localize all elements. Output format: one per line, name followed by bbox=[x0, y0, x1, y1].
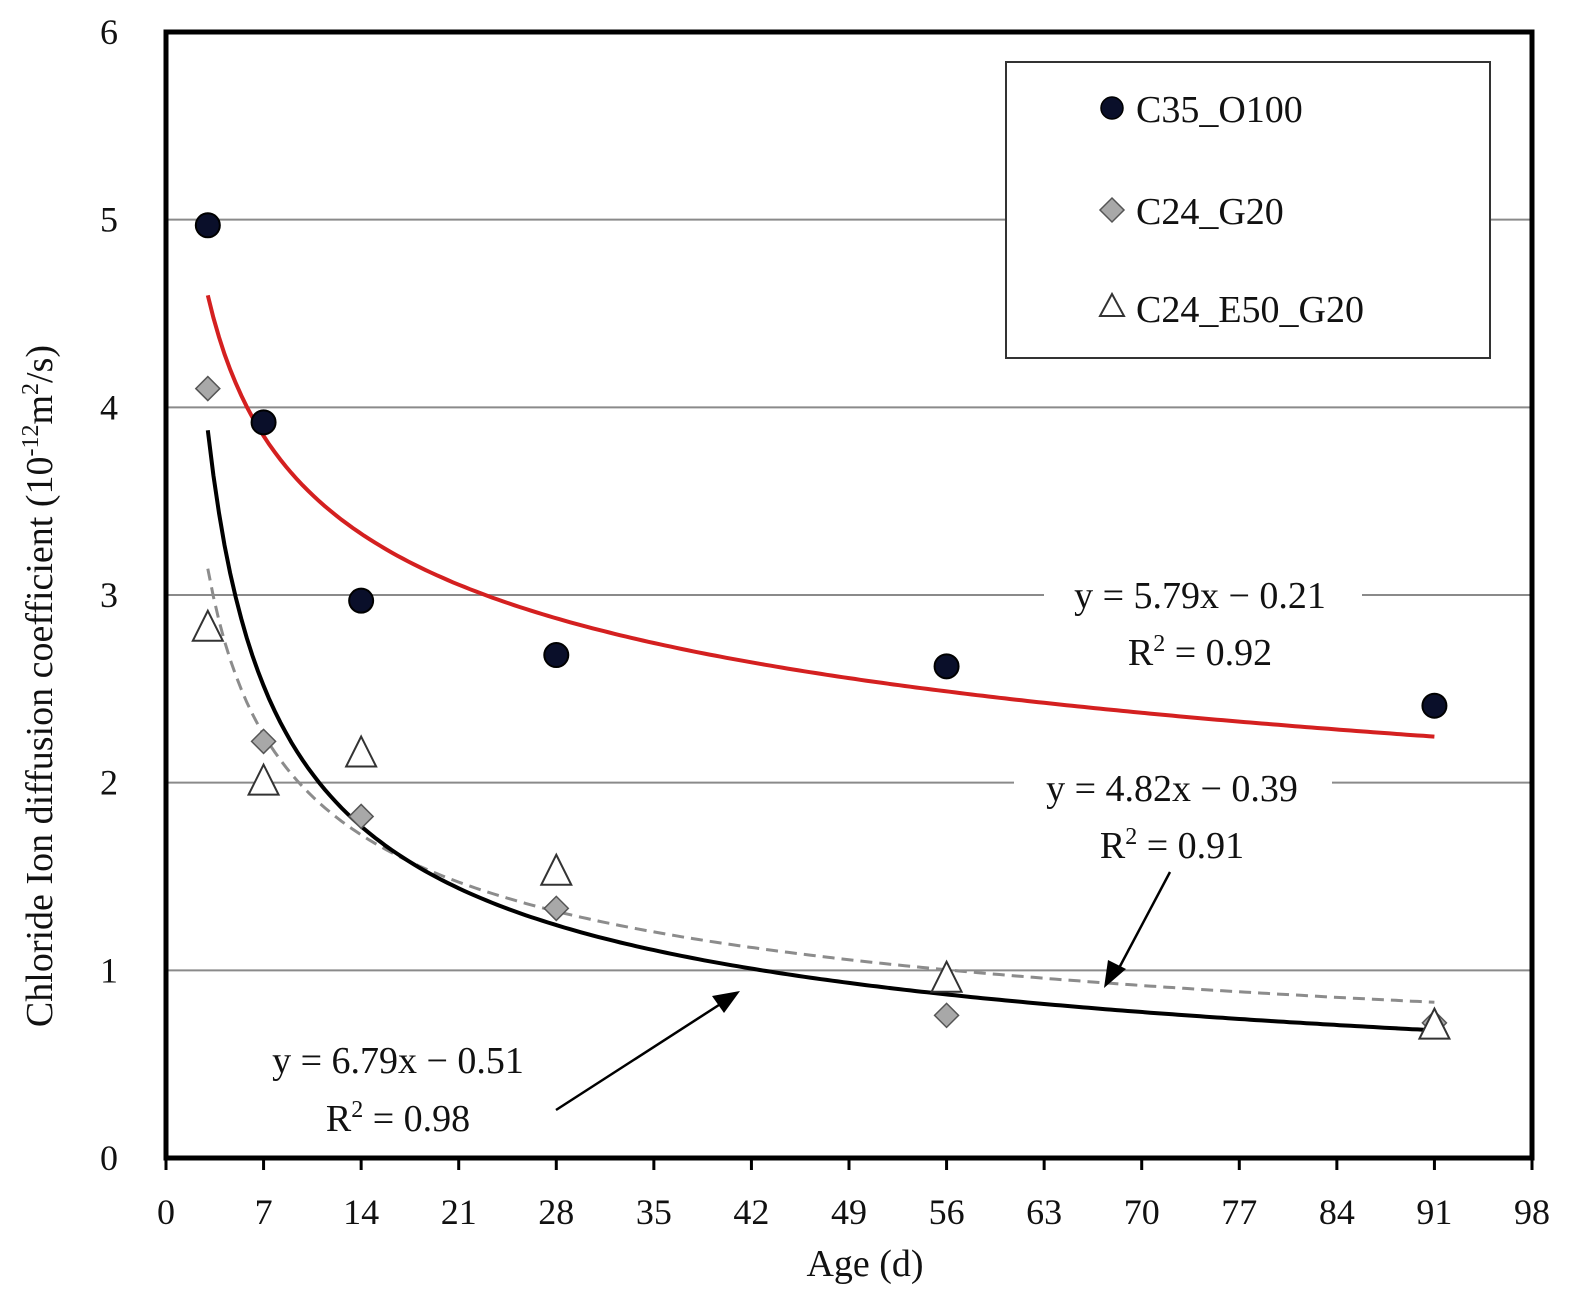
x-tick-label: 28 bbox=[538, 1192, 574, 1232]
arrow-head bbox=[1104, 960, 1126, 988]
point-c35-o100 bbox=[250, 409, 277, 436]
fit-curve-c24-e50-g20 bbox=[205, 430, 1435, 1033]
data-points bbox=[191, 212, 1452, 1040]
x-tick-label: 49 bbox=[831, 1192, 867, 1232]
x-tick-label: 77 bbox=[1221, 1192, 1257, 1232]
x-tick-label: 70 bbox=[1124, 1192, 1160, 1232]
x-axis-label: Age (d) bbox=[806, 1243, 923, 1285]
arrow-line bbox=[1116, 871, 1172, 971]
x-tick-label: 0 bbox=[157, 1192, 175, 1232]
point-c24-e50-g20 bbox=[191, 608, 225, 642]
legend-label-c24-g20: C24_G20 bbox=[1136, 191, 1284, 233]
y-tick-label: 5 bbox=[100, 200, 118, 240]
equation-c24-e50-g20: y = 6.79x − 0.51 bbox=[272, 1040, 524, 1082]
r2-c24-e50-g20: R2 = 0.98 bbox=[326, 1097, 470, 1140]
point-c24-g20 bbox=[250, 728, 277, 755]
y-tick-label: 4 bbox=[100, 387, 118, 427]
arrow-head bbox=[712, 991, 740, 1013]
y-tick-label: 6 bbox=[100, 12, 118, 52]
point-c35-o100 bbox=[194, 212, 221, 239]
r2-c35-o100: R2 = 0.92 bbox=[1128, 631, 1272, 674]
x-tick-label: 42 bbox=[733, 1192, 769, 1232]
legend-item-c24-g20: C24_G20 bbox=[1098, 191, 1284, 233]
legend: C35_O100 C24_G20 C24_E50_G20 bbox=[1005, 61, 1491, 359]
point-c24-e50-g20 bbox=[929, 959, 964, 993]
annotation-background bbox=[1014, 764, 1332, 814]
legend-item-c24-e50-g20: C24_E50_G20 bbox=[1098, 289, 1364, 331]
point-c35-o100 bbox=[933, 653, 960, 680]
legend-triangle-marker bbox=[1098, 291, 1126, 317]
x-tick-label: 91 bbox=[1416, 1192, 1452, 1232]
annotation-fit-c35-o100: y = 5.79x − 0.21 R2 = 0.92 bbox=[1044, 572, 1362, 674]
annotation-fit-c24-e50-g20: y = 6.79x − 0.51 R2 = 0.98 bbox=[272, 1040, 524, 1140]
legend-circle-marker bbox=[1100, 96, 1124, 120]
x-axis-ticks: 0 7 14 21 28 35 42 49 56 63 70 77 84 91 98 bbox=[157, 1158, 1550, 1232]
legend-item-c35-o100: C35_O100 bbox=[1100, 89, 1303, 131]
point-c24-e50-g20 bbox=[344, 734, 378, 768]
fit-curve-c35-o100 bbox=[205, 294, 1435, 739]
y-axis-label: Chloride Ion diffusion coefficient (10-1… bbox=[18, 345, 61, 1027]
legend-box bbox=[1005, 61, 1491, 359]
x-tick-label: 84 bbox=[1319, 1192, 1355, 1232]
point-c24-g20 bbox=[543, 895, 570, 922]
point-c24-g20 bbox=[933, 1002, 960, 1029]
y-axis-ticks: 0 1 2 3 4 5 6 bbox=[100, 12, 118, 1178]
point-c24-g20 bbox=[348, 803, 375, 830]
point-c35-o100 bbox=[348, 587, 375, 614]
legend-label-c24-e50-g20: C24_E50_G20 bbox=[1136, 289, 1364, 331]
arrow-line bbox=[555, 1001, 723, 1112]
y-tick-label: 1 bbox=[100, 950, 118, 990]
fit-curves bbox=[205, 294, 1435, 1033]
arrow-to-c24-e50-g20-fit bbox=[555, 991, 740, 1112]
x-tick-label: 7 bbox=[255, 1192, 273, 1232]
point-c35-o100 bbox=[1421, 692, 1448, 719]
legend-diamond-marker bbox=[1098, 196, 1126, 224]
point-c24-e50-g20 bbox=[539, 852, 573, 886]
r2-c24-g20: R2 = 0.91 bbox=[1100, 824, 1244, 867]
y-tick-label: 0 bbox=[100, 1138, 118, 1178]
x-tick-label: 56 bbox=[929, 1192, 965, 1232]
arrow-to-c24-g20-fit bbox=[1104, 871, 1172, 988]
point-c35-o100 bbox=[543, 642, 570, 669]
x-tick-label: 14 bbox=[343, 1192, 379, 1232]
x-tick-label: 21 bbox=[441, 1192, 477, 1232]
x-tick-label: 35 bbox=[636, 1192, 672, 1232]
annotation-fit-c24-g20: y = 4.82x − 0.39 R2 = 0.91 bbox=[1014, 764, 1332, 867]
x-tick-label: 98 bbox=[1514, 1192, 1550, 1232]
annotation-background bbox=[1044, 572, 1362, 622]
equation-c24-g20: y = 4.82x − 0.39 bbox=[1046, 768, 1298, 810]
y-tick-label: 3 bbox=[100, 575, 118, 615]
point-c24-g20 bbox=[194, 375, 221, 402]
point-c24-e50-g20 bbox=[246, 762, 281, 796]
y-tick-label: 2 bbox=[100, 763, 118, 803]
fit-curve-c24-g20 bbox=[206, 568, 1435, 1004]
legend-label-c35-o100: C35_O100 bbox=[1136, 89, 1303, 131]
x-tick-label: 63 bbox=[1026, 1192, 1062, 1232]
point-c24-e50-g20 bbox=[1417, 1006, 1452, 1040]
equation-c35-o100: y = 5.79x − 0.21 bbox=[1074, 575, 1326, 617]
